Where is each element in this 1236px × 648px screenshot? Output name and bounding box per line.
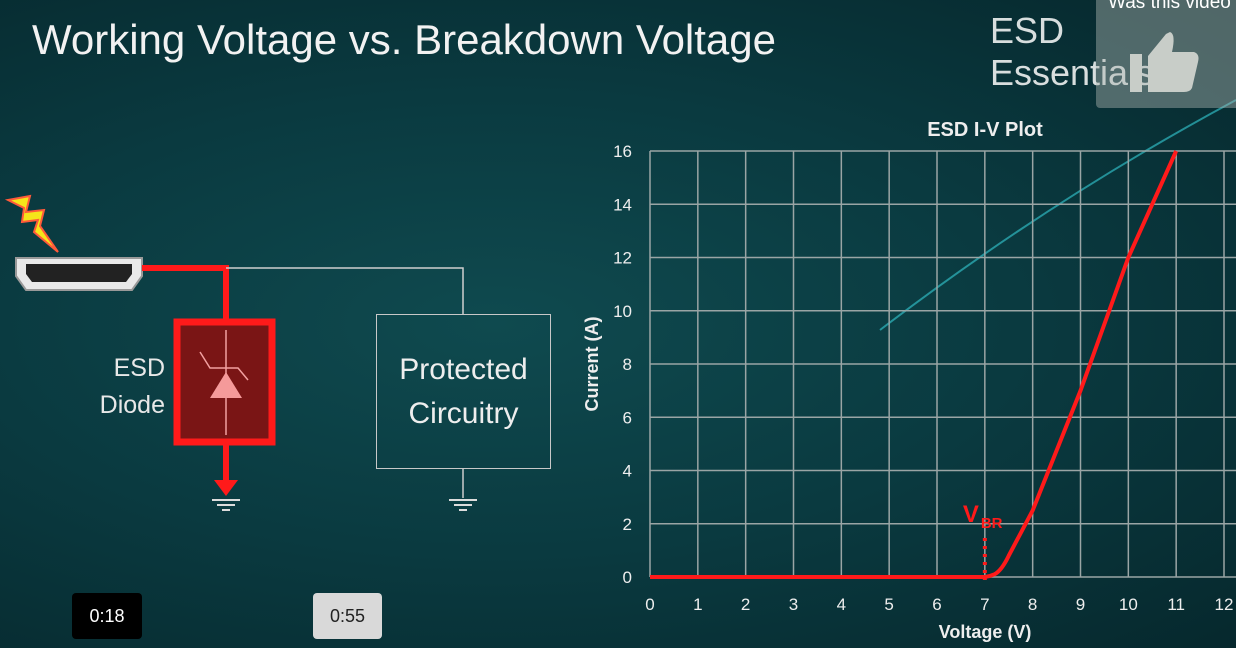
surge-path	[142, 265, 229, 322]
protected-circuitry-box: Protected Circuitry	[376, 314, 551, 469]
end-time-badge[interactable]: 0:55	[313, 593, 382, 639]
x-tick-label: 0	[645, 595, 654, 614]
hdmi-connector-icon	[15, 257, 143, 291]
chart-title: ESD I-V Plot	[927, 119, 1043, 141]
diode-label-1: ESD	[113, 354, 165, 382]
decorative-swoosh	[879, 99, 1236, 331]
x-tick-label: 5	[884, 595, 893, 614]
vbr-subscript: BR	[981, 515, 1003, 532]
brand-label: ESD Essentials	[990, 10, 1155, 93]
y-tick-label: 6	[623, 408, 632, 427]
x-tick-label: 2	[741, 595, 750, 614]
x-tick-label: 7	[980, 595, 989, 614]
x-tick-label: 6	[932, 595, 941, 614]
y-tick-label: 12	[613, 249, 632, 268]
feedback-question: Was this video	[1108, 0, 1231, 13]
ground-icon	[449, 499, 477, 511]
lightning-icon	[4, 194, 59, 253]
protected-label-2: Circuitry	[408, 396, 519, 430]
arrow-down-icon	[214, 480, 238, 496]
current-time-badge[interactable]: 0:18	[72, 593, 142, 639]
y-tick-label: 4	[623, 462, 632, 481]
x-tick-label: 1	[693, 595, 702, 614]
x-axis-label: Voltage (V)	[939, 622, 1032, 642]
vbr-label: V	[963, 501, 979, 528]
y-tick-label: 8	[623, 355, 632, 374]
x-tick-label: 10	[1119, 595, 1138, 614]
y-tick-label: 10	[613, 302, 632, 321]
y-axis-label: Current (A)	[582, 317, 602, 412]
slide-title: Working Voltage vs. Breakdown Voltage	[32, 16, 777, 63]
x-tick-label: 3	[789, 595, 798, 614]
tvs-diode-icon	[199, 330, 249, 435]
ground-icon	[212, 499, 240, 511]
signal-line	[226, 267, 464, 314]
diode-label-2: Diode	[99, 391, 165, 419]
y-tick-label: 16	[613, 142, 632, 161]
thumbs-up-icon[interactable]	[1096, 0, 1236, 108]
iv-curve	[650, 150, 1178, 580]
y-tick-label: 2	[623, 515, 632, 534]
protected-label-1: Protected	[399, 352, 528, 386]
x-tick-label: 11	[1167, 595, 1185, 614]
x-tick-label: 9	[1076, 595, 1085, 614]
x-tick-label: 12	[1215, 595, 1234, 614]
y-tick-label: 0	[623, 568, 632, 587]
x-tick-label: 4	[837, 595, 846, 614]
feedback-panel: Was this video	[1096, 0, 1236, 108]
x-tick-label: 8	[1028, 595, 1037, 614]
y-tick-label: 14	[613, 195, 632, 214]
